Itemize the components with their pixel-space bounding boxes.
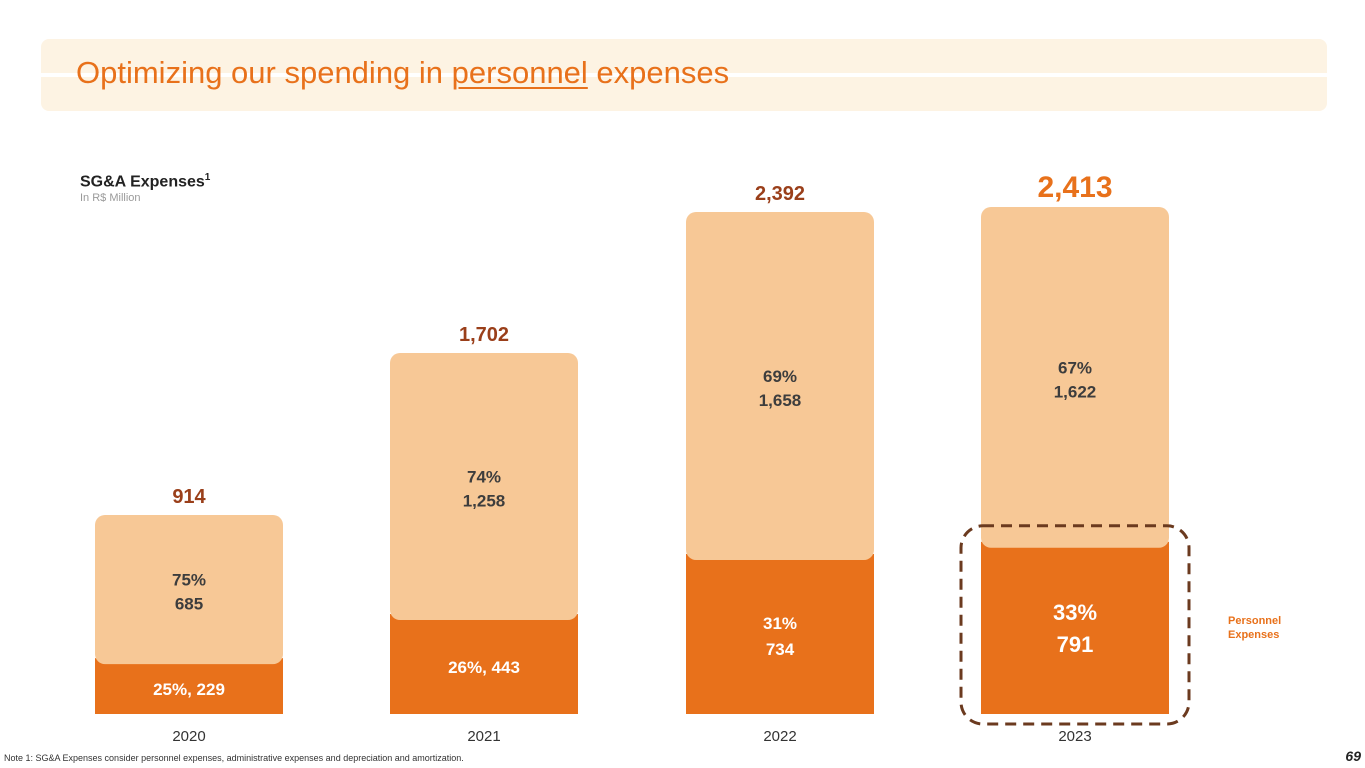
label-other-pct-2020: 75% [172,571,206,590]
title-highlight-word: personnel [451,55,588,90]
bar-other-2023 [981,207,1169,548]
label-personnel-value-2023: 791 [1057,632,1094,657]
bar-other-2022 [686,212,874,560]
page-number: 69 [1345,748,1361,764]
label-personnel-pct-2022: 31% [763,614,797,633]
bar-personnel-2021 [390,614,578,714]
x-tick-label-2022: 2022 [763,728,796,745]
label-personnel-pct-2023: 33% [1053,600,1097,625]
label-other-value-2023: 1,622 [1054,382,1097,401]
total-label-2020: 914 [172,486,206,508]
bar-other-2021 [390,353,578,621]
chart-heading: SG&A Expenses1 [80,172,210,191]
title-part-before: Optimizing our spending in [76,55,452,90]
total-label-2021: 1,702 [459,324,509,346]
label-other-value-2022: 1,658 [759,391,802,410]
label-personnel-value-2022: 734 [766,640,795,659]
highlight-frame-2023 [959,524,1191,726]
bar-personnel-2020 [95,658,283,714]
x-tick-label-2020: 2020 [172,728,205,745]
title-banner: Optimizing our spending in personnel exp… [41,39,1327,111]
label-other-pct-2021: 74% [467,468,501,487]
label-other-pct-2023: 67% [1058,358,1092,377]
chart-heading-text: SG&A Expenses [80,173,205,191]
x-tick-label-2023: 2023 [1058,728,1091,745]
footnote: Note 1: SG&A Expenses consider personnel… [4,753,464,763]
legend-personnel-expenses: Personnel Expenses [1228,615,1282,641]
chart-unit-label: In R$ Million [80,192,141,204]
label-personnel-2020: 25%, 229 [153,680,225,699]
x-tick-label-2021: 2021 [467,728,500,745]
total-label-2023: 2,413 [1037,171,1112,204]
label-personnel-2021: 26%, 443 [448,658,520,677]
label-other-value-2020: 685 [175,595,203,614]
bar-personnel-2022 [686,553,874,714]
total-label-2022: 2,392 [755,183,805,205]
title-part-after: expenses [587,55,730,90]
page-title: Optimizing our spending in personnel exp… [76,55,729,91]
bar-other-2020 [95,515,283,665]
label-other-value-2021: 1,258 [463,492,506,511]
chart-heading-footnote-mark: 1 [204,172,211,183]
bar-personnel-2023 [981,541,1169,714]
label-other-pct-2022: 69% [763,367,797,386]
